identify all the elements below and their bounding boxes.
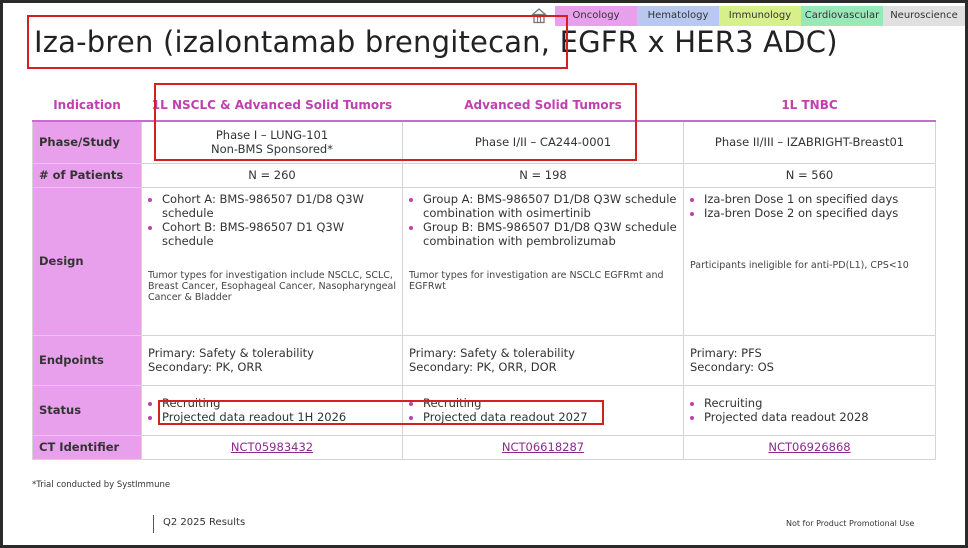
header-col-3: 1L TNBC <box>683 90 936 122</box>
highlight-box-title <box>27 15 568 69</box>
header-col-1: 1L NSCLC & Advanced Solid Tumors <box>141 90 403 122</box>
cell-status-2: Recruiting Projected data readout 2027 <box>402 384 684 436</box>
highlight-box-headers <box>154 83 637 161</box>
cell-endpoints-3: Primary: PFS Secondary: OS <box>683 334 936 386</box>
cell-phase-3: Phase II/III – IZABRIGHT-Breast01 <box>683 120 936 164</box>
phase-1-study: Phase I – LUNG-101 <box>215 128 329 143</box>
row-patients: # of Patients N = 260 N = 198 N = 560 <box>32 162 936 188</box>
row-ct: CT Identifier NCT05983432 NCT06618287 NC… <box>32 434 936 460</box>
tab-cardiovascular[interactable]: Cardiovascular <box>801 6 883 26</box>
row-phase: Phase/Study Phase I – LUNG-101 Non-BMS S… <box>32 120 936 164</box>
cell-phase-2: Phase I/II – CA244-0001 <box>402 120 684 164</box>
footer-left: Q2 2025 Results <box>163 517 246 528</box>
cell-ct-3: NCT06926868 <box>683 434 936 460</box>
endpoint-secondary: Secondary: PK, ORR <box>148 360 263 374</box>
cell-endpoints-1: Primary: Safety & tolerability Secondary… <box>141 334 403 386</box>
endpoint-primary: Primary: Safety & tolerability <box>409 346 575 360</box>
cell-design-1: Cohort A: BMS-986507 D1/D8 Q3W schedule … <box>141 186 403 336</box>
design-3-note: Participants ineligible for anti-PD(L1),… <box>690 259 909 271</box>
ct-link[interactable]: NCT06926868 <box>768 440 851 454</box>
row-label-endpoints: Endpoints <box>32 334 142 386</box>
therapeutic-area-tabs: Oncology Hematology Immunology Cardiovas… <box>555 6 965 26</box>
cell-status-3: Recruiting Projected data readout 2028 <box>683 384 936 436</box>
cell-ct-2: NCT06618287 <box>402 434 684 460</box>
home-icon[interactable] <box>530 6 548 24</box>
trial-table: Indication 1L NSCLC & Advanced Solid Tum… <box>32 90 936 460</box>
design-3-item: Iza-bren Dose 2 on specified days <box>704 206 929 220</box>
cell-status-1: Recruiting Projected data readout 1H 202… <box>141 384 403 436</box>
cell-design-3: Iza-bren Dose 1 on specified days Iza-br… <box>683 186 936 336</box>
design-1-item: Cohort A: BMS-986507 D1/D8 Q3W schedule <box>162 192 396 220</box>
row-status: Status Recruiting Projected data readout… <box>32 384 936 436</box>
page-title: Iza-bren (izalontamab brengitecan, EGFR … <box>34 25 838 59</box>
cell-design-2: Group A: BMS-986507 D1/D8 Q3W schedule c… <box>402 186 684 336</box>
cell-ct-1: NCT05983432 <box>141 434 403 460</box>
header-indication: Indication <box>32 90 142 122</box>
status-item: Recruiting <box>704 396 929 410</box>
tab-oncology[interactable]: Oncology <box>555 6 637 26</box>
row-design: Design Cohort A: BMS-986507 D1/D8 Q3W sc… <box>32 186 936 336</box>
design-2-item: Group B: BMS-986507 D1/D8 Q3W schedule c… <box>423 220 677 248</box>
status-item: Projected data readout 1H 2026 <box>162 410 396 424</box>
endpoint-secondary: Secondary: PK, ORR, DOR <box>409 360 557 374</box>
design-3-item: Iza-bren Dose 1 on specified days <box>704 192 929 206</box>
highlight-box-readout <box>158 400 604 425</box>
row-label-phase: Phase/Study <box>32 120 142 164</box>
endpoint-secondary: Secondary: OS <box>690 360 774 374</box>
endpoint-primary: Primary: Safety & tolerability <box>148 346 314 360</box>
row-label-design: Design <box>32 186 142 336</box>
status-item: Recruiting <box>423 396 677 410</box>
cell-patients-2: N = 198 <box>402 162 684 188</box>
status-item: Recruiting <box>162 396 396 410</box>
row-label-patients: # of Patients <box>32 162 142 188</box>
phase-1-sponsor: Non-BMS Sponsored* <box>211 142 333 157</box>
cell-phase-1: Phase I – LUNG-101 Non-BMS Sponsored* <box>141 120 403 164</box>
cell-patients-3: N = 560 <box>683 162 936 188</box>
slide: Oncology Hematology Immunology Cardiovas… <box>3 3 965 545</box>
design-2-note: Tumor types for investigation are NSCLC … <box>409 269 664 292</box>
endpoint-primary: Primary: PFS <box>690 346 762 360</box>
row-label-ct: CT Identifier <box>32 434 142 460</box>
tab-immunology[interactable]: Immunology <box>719 6 801 26</box>
design-1-note: Tumor types for investigation include NS… <box>148 269 396 303</box>
row-endpoints: Endpoints Primary: Safety & tolerability… <box>32 334 936 386</box>
status-item: Projected data readout 2027 <box>423 410 677 424</box>
footer-right: Not for Product Promotional Use <box>786 519 915 528</box>
design-2-item: Group A: BMS-986507 D1/D8 Q3W schedule c… <box>423 192 677 220</box>
footer-divider <box>153 515 154 533</box>
row-label-status: Status <box>32 384 142 436</box>
ct-link[interactable]: NCT05983432 <box>230 440 314 454</box>
cell-endpoints-2: Primary: Safety & tolerability Secondary… <box>402 334 684 386</box>
design-1-item: Cohort B: BMS-986507 D1 Q3W schedule <box>162 220 396 248</box>
cell-patients-1: N = 260 <box>141 162 403 188</box>
tab-neuroscience[interactable]: Neuroscience <box>883 6 965 26</box>
tab-hematology[interactable]: Hematology <box>637 6 719 26</box>
status-item: Projected data readout 2028 <box>704 410 929 424</box>
footnote: *Trial conducted by SystImmune <box>32 480 171 490</box>
ct-link[interactable]: NCT06618287 <box>501 440 585 454</box>
